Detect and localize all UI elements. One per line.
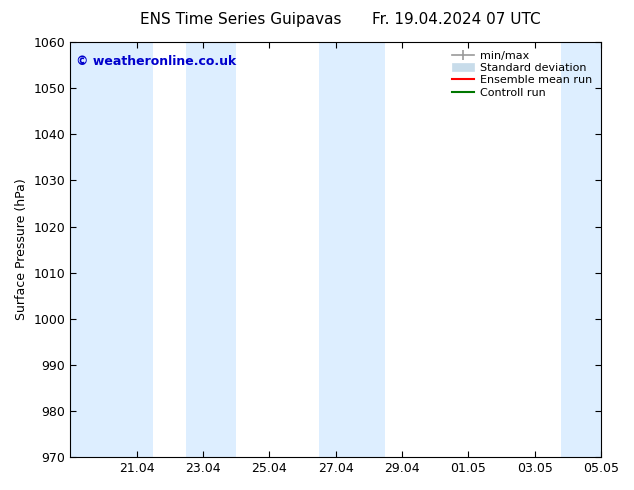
Bar (70, 42, 153, 457)
Y-axis label: Surface Pressure (hPa): Surface Pressure (hPa) (15, 179, 28, 320)
Legend: min/max, Standard deviation, Ensemble mean run, Controll run: min/max, Standard deviation, Ensemble me… (449, 48, 595, 101)
Text: ENS Time Series Guipavas: ENS Time Series Guipavas (140, 12, 342, 27)
Text: © weatheronline.co.uk: © weatheronline.co.uk (75, 54, 236, 68)
Bar (561, 42, 601, 457)
Bar (186, 42, 236, 457)
Bar (319, 42, 385, 457)
Text: Fr. 19.04.2024 07 UTC: Fr. 19.04.2024 07 UTC (372, 12, 541, 27)
